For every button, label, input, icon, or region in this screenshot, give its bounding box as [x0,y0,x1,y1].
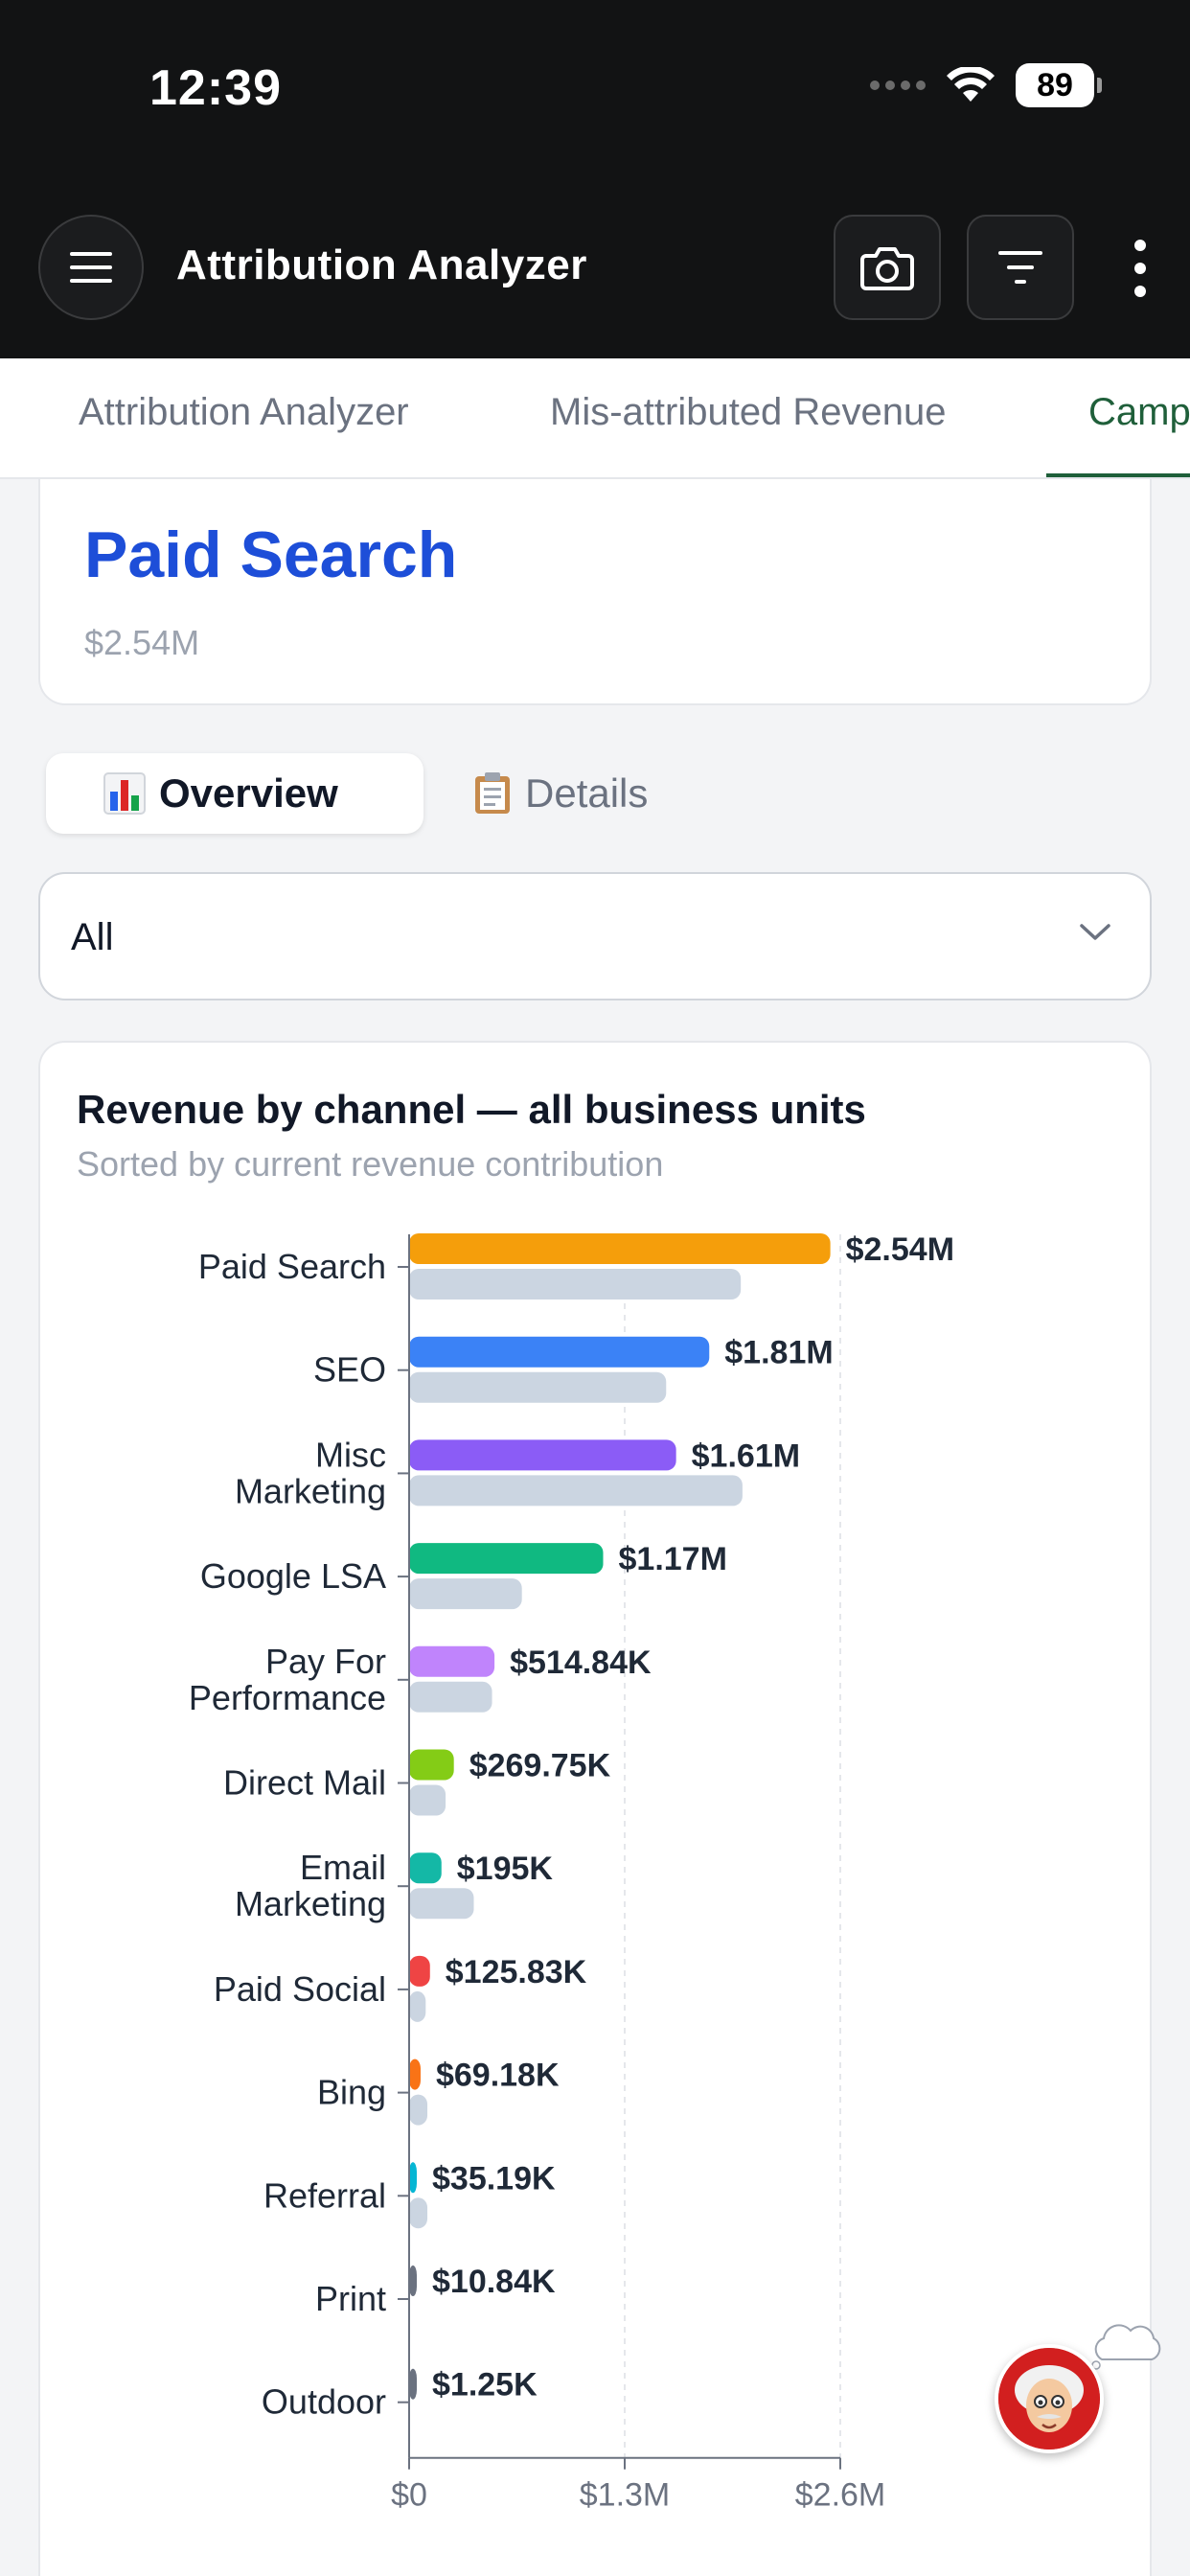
overview-label: Overview [159,770,338,816]
hamburger-icon [70,252,112,283]
bar-comparison [409,1888,474,1920]
app-title: Attribution Analyzer [176,242,587,288]
bar-value-label: $69.18K [436,2058,560,2094]
category-label: Google LSA [200,1556,386,1596]
filter-icon [998,251,1042,284]
category-label: Paid Social [214,1969,386,2009]
bar-current [409,1336,710,1368]
more-options-button[interactable] [1121,240,1159,297]
category-label: SEO [313,1350,386,1390]
wifi-icon [947,67,995,102]
status-time: 12:39 [149,60,282,116]
bar-current [409,1543,604,1575]
category-label: Outdoor [262,2382,386,2422]
bar-value-label: $195K [457,1851,554,1887]
bar-value-label: $1.25K [432,2367,538,2404]
bar-value-label: $1.81M [724,1335,833,1371]
details-label: Details [525,770,649,816]
chevron-down-icon [1080,924,1110,940]
category-label: Pay For Performance [189,1642,386,1717]
menu-button[interactable] [38,215,144,320]
status-indicators: 89 [870,63,1102,107]
bar-current [409,2058,421,2090]
x-tick-label: $2.6M [795,2477,886,2514]
view-toggle: Overview Details [38,748,652,840]
einstein-avatar-icon [998,2348,1100,2450]
category-label: Direct Mail [223,1763,386,1803]
clipboard-icon [473,771,512,816]
bar-value-label: $35.19K [432,2160,556,2196]
details-segment[interactable]: Details [431,753,652,834]
revenue-chart-card: Revenue by channel — all business units … [38,1041,1152,2576]
tab-attribution-analyzer[interactable]: Attribution Analyzer [79,391,409,433]
bar-comparison [409,1990,426,2022]
app-header: 12:39 89 Attribution Analyzer [0,0,1190,358]
bar-current [409,1645,495,1677]
bar-comparison [409,1371,667,1403]
bar-comparison [409,1578,522,1610]
bar-value-label: $1.17M [619,1541,727,1577]
bar-current [409,1955,430,1987]
chart-title: Revenue by channel — all business units [77,1087,866,1132]
active-tab-indicator [1046,473,1190,477]
bar-current [409,2266,417,2296]
channel-name: Paid Search [84,518,458,591]
tab-campaigns[interactable]: Camp [1088,391,1190,433]
bar-current [409,2162,417,2194]
battery-indicator: 89 [1016,63,1102,107]
bar-comparison [409,1784,446,1816]
bar-comparison [409,2197,428,2229]
bar-current [409,1233,831,1264]
category-label: Paid Search [198,1247,386,1286]
category-label: Bing [317,2073,386,2112]
x-tick-label: $0 [391,2477,427,2514]
tab-mis-attributed-revenue[interactable]: Mis-attributed Revenue [550,391,947,433]
camera-button[interactable] [834,215,941,320]
more-vertical-icon [1134,240,1146,251]
thought-bubble-icon [1091,2324,1161,2370]
bar-comparison [409,1269,742,1300]
bar-value-label: $514.84K [510,1644,652,1681]
channel-revenue: $2.54M [84,623,200,662]
select-value: All [71,916,114,958]
bar-value-label: $10.84K [432,2264,556,2300]
tab-bar: Attribution Analyzer Mis-attributed Reve… [0,358,1190,479]
bar-comparison [409,1475,743,1506]
bar-chart-icon [103,772,146,815]
bar-current [409,1749,454,1781]
cellular-signal-icon [870,80,926,90]
category-label: Print [315,2279,386,2318]
category-label: Referral [263,2175,386,2215]
bar-current [409,2368,417,2400]
bar-value-label: $269.75K [469,1748,611,1784]
bar-value-label: $1.61M [692,1438,800,1474]
channel-summary-card: Paid Search $2.54M [38,479,1152,705]
overview-segment[interactable]: Overview [46,753,423,834]
bar-value-label: $125.83K [446,1954,587,1990]
x-tick-label: $1.3M [580,2477,671,2514]
bar-value-label: $2.54M [846,1231,954,1268]
assistant-avatar-button[interactable] [995,2344,1104,2453]
camera-icon [860,247,914,290]
revenue-bar-chart: $2.54M Paid Search $1.81M SEO $1.61M Misc Mark… [189,1231,954,2514]
business-unit-select[interactable]: All [38,872,1152,1000]
bar-comparison [409,1681,492,1713]
bar-comparison [409,2094,428,2126]
category-label: Misc Marketing [235,1435,386,1510]
bar-current [409,1439,676,1471]
bar-current [409,1852,442,1884]
category-label: Email Marketing [235,1848,386,1923]
filter-button[interactable] [967,215,1074,320]
chart-subtitle: Sorted by current revenue contribution [77,1144,664,1184]
